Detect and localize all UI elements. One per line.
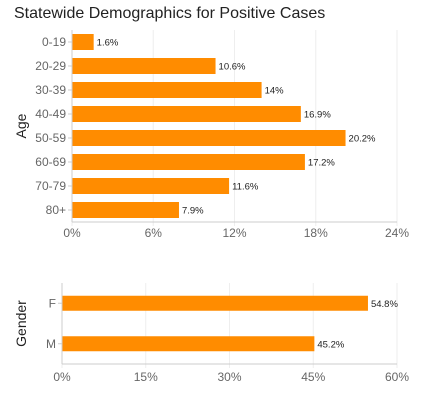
gender-bar [62, 295, 368, 311]
age-bar [72, 178, 230, 194]
age-x-tick-label: 6% [145, 226, 163, 240]
age-category-label: 60-69 [35, 155, 66, 169]
age-data-label: 1.6% [97, 38, 119, 49]
age-bar [72, 82, 262, 98]
age-category-label: 50-59 [35, 131, 66, 145]
age-x-tick-label: 24% [385, 226, 409, 240]
age-category-label: 20-29 [35, 59, 66, 73]
age-data-label: 17.2% [308, 158, 335, 169]
age-bar [72, 154, 305, 170]
gender-x-tick-label: 60% [385, 370, 409, 384]
age-bar [72, 58, 216, 74]
gender-bar [62, 336, 315, 352]
age-y-axis-label: Age [13, 113, 29, 138]
gender-data-label: 45.2% [317, 339, 344, 350]
age-data-label: 7.9% [182, 206, 204, 217]
gender-x-tick-label: 15% [134, 370, 158, 384]
age-bar [72, 202, 179, 218]
age-data-label: 20.2% [349, 134, 376, 145]
age-data-label: 10.6% [219, 62, 246, 73]
age-x-tick-label: 12% [222, 226, 246, 240]
age-category-label: 30-39 [35, 83, 66, 97]
age-data-label: 16.9% [304, 110, 331, 121]
age-bar [72, 106, 301, 122]
gender-category-label: M [46, 337, 56, 351]
age-x-tick-label: 18% [304, 226, 328, 240]
age-category-label: 80+ [46, 203, 66, 217]
age-category-label: 40-49 [35, 107, 66, 121]
gender-category-label: F [49, 296, 56, 310]
age-x-tick-label: 0% [63, 226, 81, 240]
age-data-label: 11.6% [232, 182, 259, 193]
age-category-label: 70-79 [35, 179, 66, 193]
gender-chart: 0% 15% 30% 45% 60% F 54.8% M 45.2% Gender [13, 283, 409, 384]
gender-data-label: 54.8% [371, 299, 398, 310]
age-category-label: 0-19 [42, 35, 66, 49]
gender-y-axis-label: Gender [13, 300, 29, 347]
gender-x-tick-label: 45% [301, 370, 325, 384]
age-data-label: 14% [265, 86, 285, 97]
chart-title: Statewide Demographics for Positive Case… [14, 5, 326, 22]
age-bar [72, 34, 94, 50]
age-chart: 0% 6% 12% 18% 24% 0-19 1.6% 20-29 10.6% 30-39 14% 4… [13, 30, 409, 240]
gender-x-tick-label: 30% [217, 370, 241, 384]
gender-x-tick-label: 0% [53, 370, 71, 384]
age-bar [72, 130, 346, 146]
